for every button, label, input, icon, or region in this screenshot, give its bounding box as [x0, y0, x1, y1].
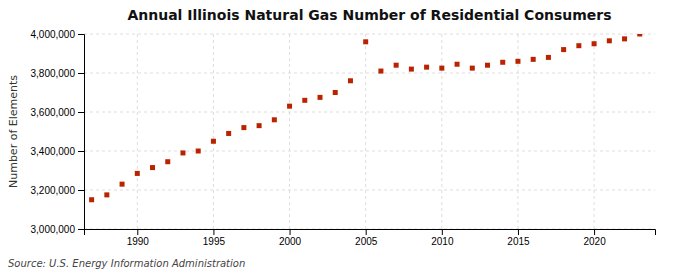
tick-label: 2000 — [279, 236, 302, 247]
axis-line — [85, 230, 656, 236]
tick-label: 4,000,000 — [31, 29, 76, 40]
point — [120, 182, 125, 187]
tick-label: 2005 — [355, 236, 378, 247]
point — [576, 43, 581, 48]
point — [287, 104, 292, 109]
point — [180, 150, 185, 155]
point — [257, 123, 262, 128]
point — [439, 66, 444, 71]
point — [104, 192, 109, 197]
tick-mark — [78, 73, 84, 74]
tick-label: 1990 — [127, 236, 150, 247]
tick: 3,200,000 — [31, 185, 85, 196]
point — [394, 63, 399, 68]
tick: 2010 — [431, 229, 454, 247]
grid-line — [441, 34, 442, 229]
grid-line — [84, 34, 655, 35]
tick-label: 3,000,000 — [31, 224, 76, 235]
point — [485, 63, 490, 68]
point — [211, 139, 216, 144]
point — [135, 171, 140, 176]
tick: 2000 — [279, 229, 302, 247]
point — [89, 197, 94, 202]
tick-label: 3,600,000 — [31, 107, 76, 118]
point — [318, 95, 323, 100]
tick: 1990 — [127, 229, 150, 247]
point — [424, 65, 429, 70]
point — [363, 39, 368, 44]
grid-line — [84, 151, 655, 152]
grid — [84, 34, 655, 229]
tick-mark — [78, 190, 84, 191]
y-axis: 3,000,000 3,200,000 3,400,000 3,600,000 3,80… — [31, 29, 85, 235]
point — [409, 67, 414, 72]
point — [333, 90, 338, 95]
grid-line — [213, 34, 214, 229]
point — [150, 165, 155, 170]
plot-area: 1990 1995 2000 2005 2010 2015 2020 3,000,000 3,2… — [31, 29, 656, 247]
grid-line — [137, 34, 138, 229]
tick-mark — [290, 229, 291, 235]
point — [455, 62, 460, 67]
tick-label: 3,800,000 — [31, 68, 76, 79]
tick-label: 2020 — [583, 236, 606, 247]
point — [637, 34, 642, 37]
point — [196, 149, 201, 154]
points — [89, 34, 642, 202]
tick: 2005 — [355, 229, 378, 247]
point — [546, 55, 551, 60]
tick-mark — [518, 229, 519, 235]
x-axis: 1990 1995 2000 2005 2010 2015 2020 — [85, 229, 656, 247]
tick: 3,000,000 — [31, 224, 85, 235]
point — [165, 159, 170, 164]
tick-mark — [366, 229, 367, 235]
tick: 1995 — [203, 229, 226, 247]
tick: 4,000,000 — [31, 29, 85, 40]
point — [561, 47, 566, 52]
grid-line — [365, 34, 366, 229]
tick-mark — [442, 229, 443, 235]
point — [241, 125, 246, 130]
point — [531, 57, 536, 62]
grid-line — [594, 34, 595, 229]
tick-mark — [78, 34, 84, 35]
y-axis-title: Number of Elements — [7, 75, 20, 188]
tick-mark — [594, 229, 595, 235]
grid-line — [289, 34, 290, 229]
title: Annual Illinois Natural Gas Number of Re… — [127, 7, 611, 23]
tick-label: 2015 — [507, 236, 530, 247]
point — [378, 69, 383, 74]
grid-line — [84, 112, 655, 113]
point — [272, 117, 277, 122]
tick-label: 3,200,000 — [31, 185, 76, 196]
tick-label: 1995 — [203, 236, 226, 247]
tick-label: 2010 — [431, 236, 454, 247]
tick-label: 3,400,000 — [31, 146, 76, 157]
tick: 3,400,000 — [31, 146, 85, 157]
tick: 2020 — [583, 229, 606, 247]
point — [302, 98, 307, 103]
point — [500, 60, 505, 65]
point — [607, 38, 612, 43]
annotation: Source: U.S. Energy Information Administ… — [8, 258, 245, 269]
tick-mark — [213, 229, 214, 235]
point — [226, 131, 231, 136]
axis-line — [78, 35, 85, 230]
point — [470, 66, 475, 71]
point — [515, 59, 520, 64]
tick-mark — [78, 151, 84, 152]
tick: 3,800,000 — [31, 68, 85, 79]
tick: 3,600,000 — [31, 107, 85, 118]
grid-line — [84, 73, 655, 74]
tick-mark — [78, 229, 84, 230]
point — [592, 41, 597, 46]
tick: 2015 — [507, 229, 530, 247]
tick-mark — [137, 229, 138, 235]
tick-mark — [78, 112, 84, 113]
point — [348, 78, 353, 83]
chart: 1990 1995 2000 2005 2010 2015 2020 3,000,000 3,2… — [0, 0, 675, 275]
point — [622, 36, 627, 41]
grid-line — [84, 190, 655, 191]
